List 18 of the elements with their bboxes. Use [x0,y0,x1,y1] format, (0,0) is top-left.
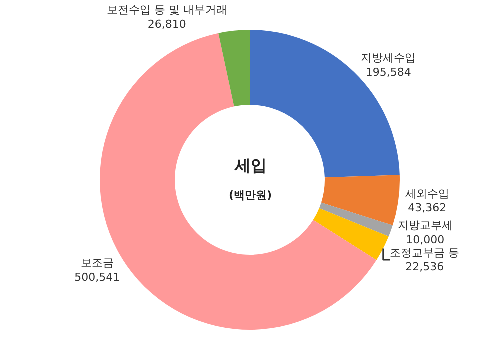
slice-label: 지방교부세 [398,219,453,232]
data-label: 43,362 [408,202,447,215]
text: 세입 [234,156,267,175]
data-label: 10,000 [406,233,445,246]
slice-label: 세외수입 [405,187,450,200]
data-label: 500,541 [74,270,120,284]
text: (백만원) [229,189,272,202]
donut-slice [218,30,250,107]
slice-label: 조정교부금 등 [390,246,460,260]
data-label: 195,584 [366,66,412,79]
slice-label: 보조금 [80,256,114,270]
donut-slice [319,202,393,237]
slice-label: 지방세수입 [361,52,416,65]
data-label: 26,810 [148,18,186,31]
donut-slice [313,208,389,260]
data-label: 22,536 [406,260,444,274]
slice-label: 보전수입 등 및 내부거래 [106,4,228,17]
donut-slice [321,175,400,226]
